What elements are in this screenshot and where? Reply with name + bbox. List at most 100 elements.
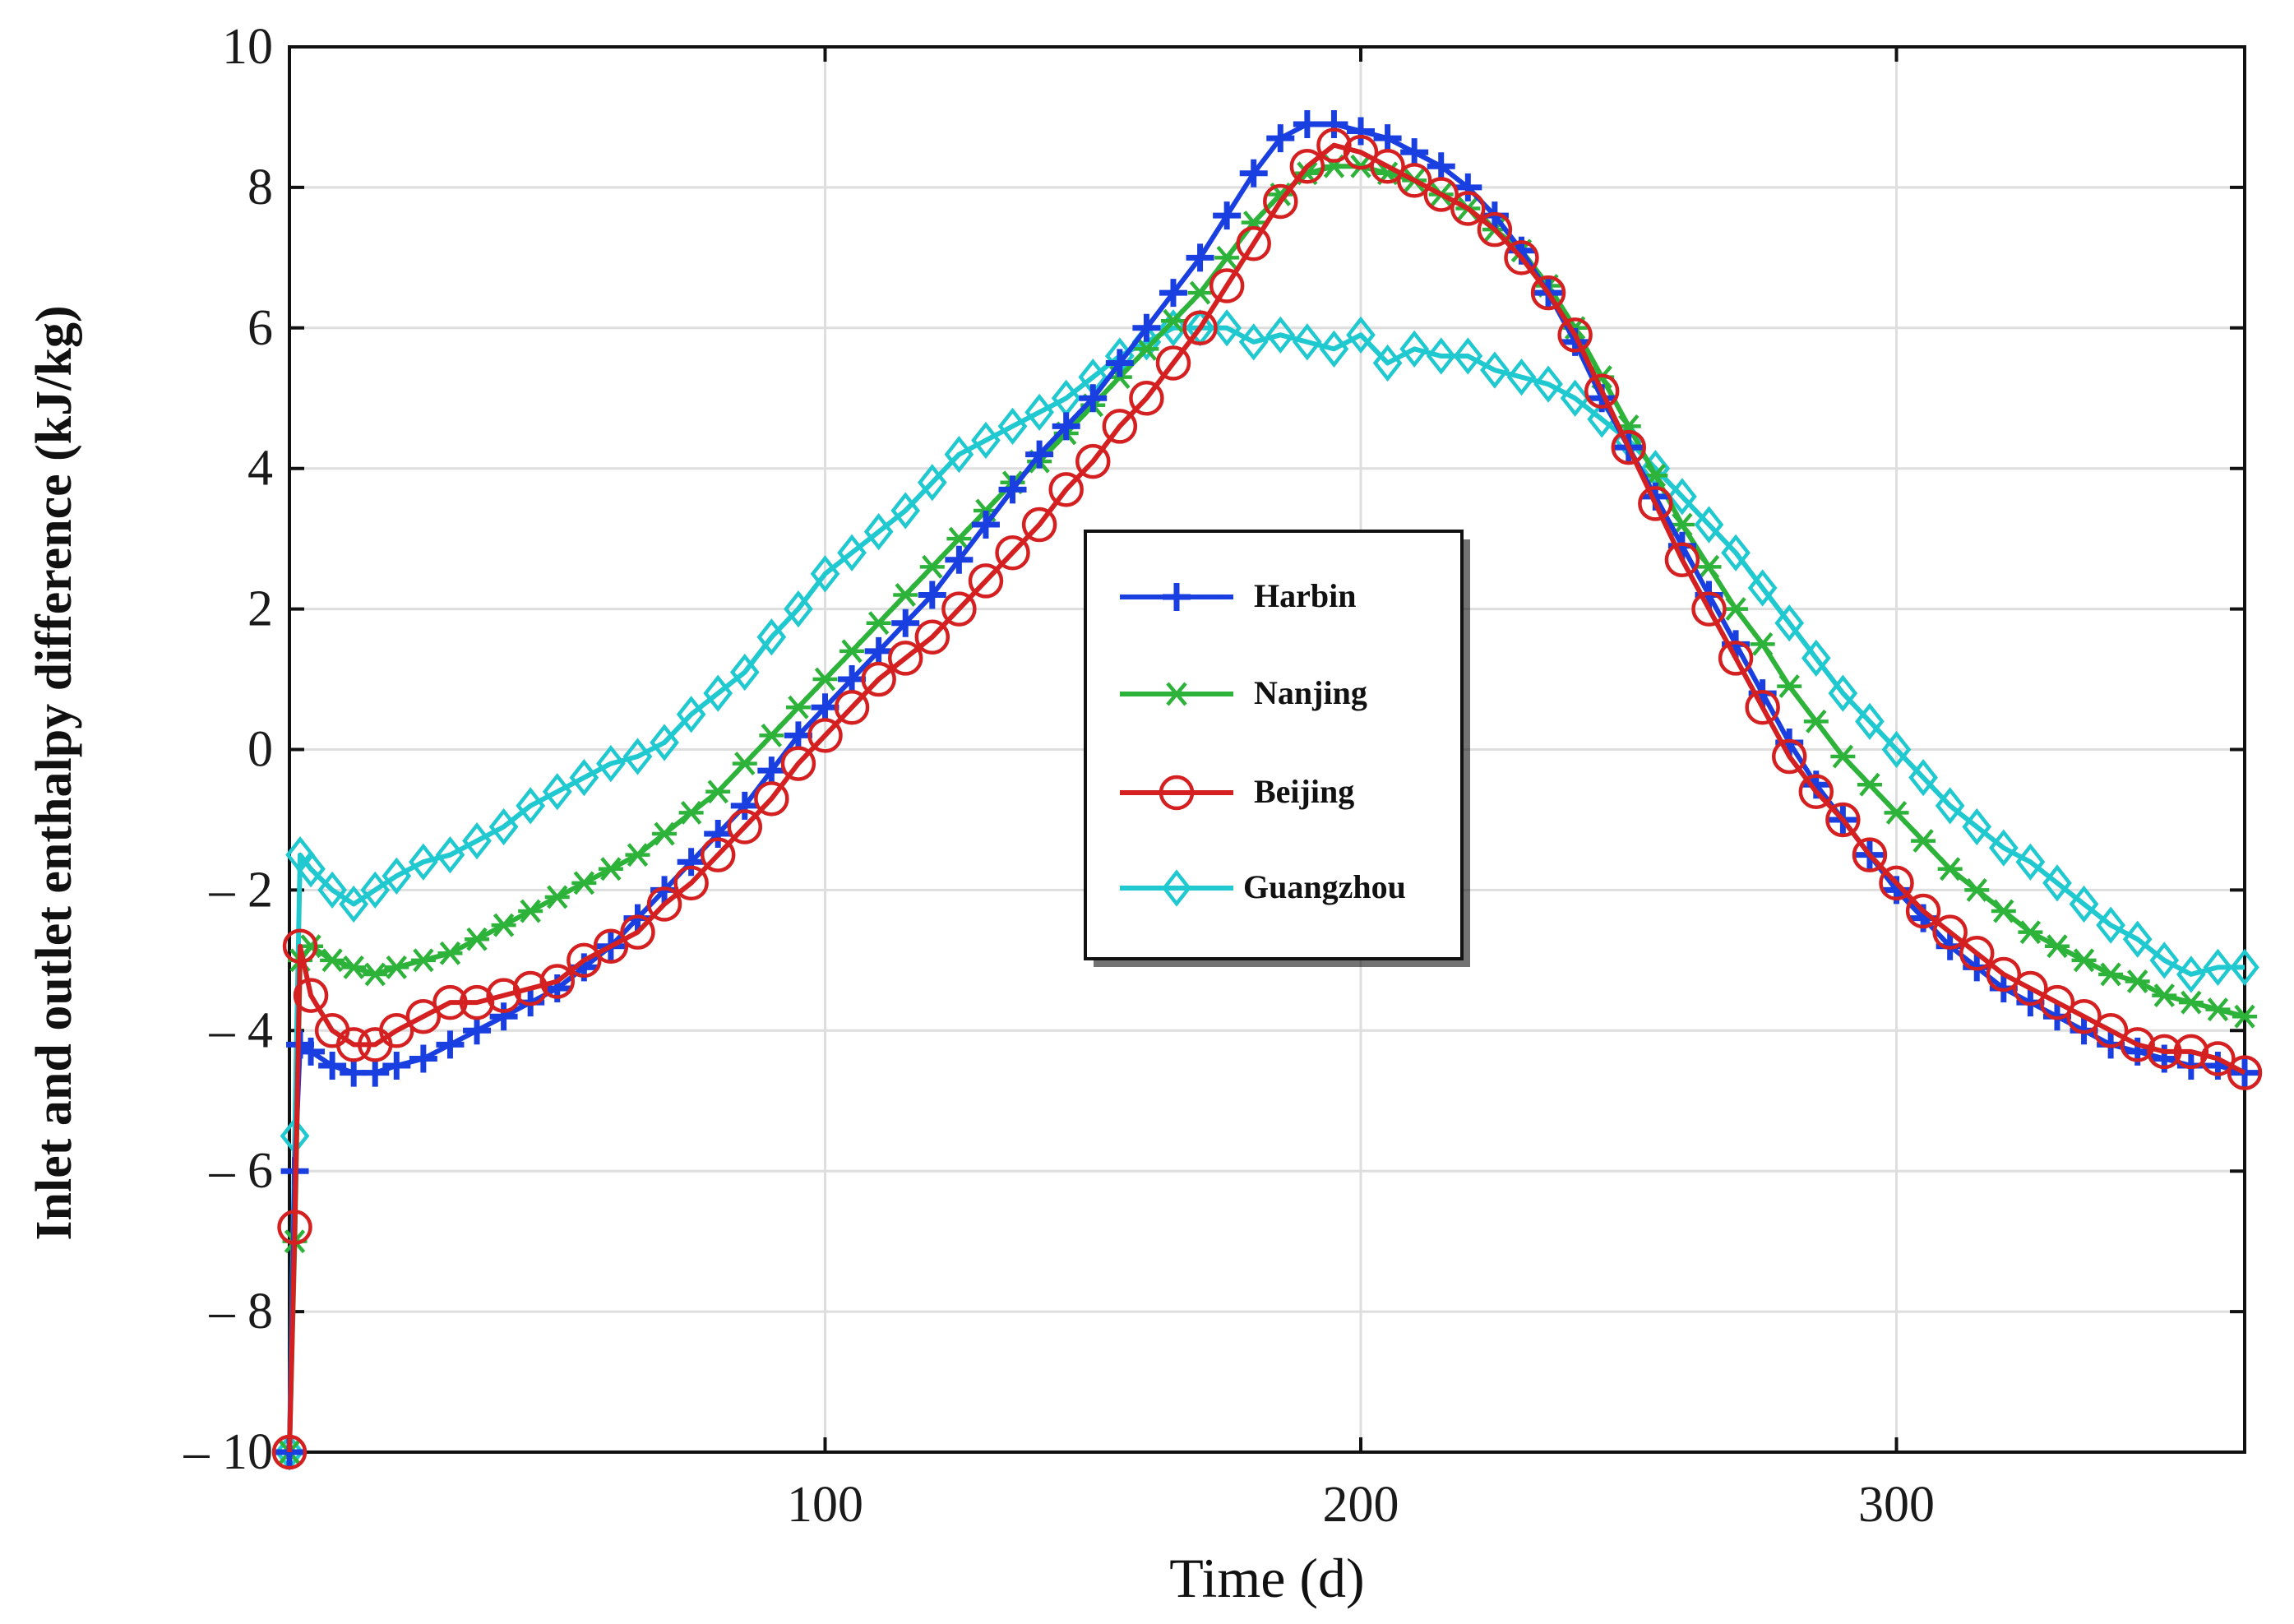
beijing-point	[646, 886, 682, 922]
beijing-point	[1370, 149, 1405, 184]
legend-label-beijing: Beijing	[1254, 773, 1354, 810]
y-tick-label: 10	[222, 19, 273, 75]
guangzhou-point	[703, 674, 733, 712]
guangzhou-point	[2149, 942, 2180, 979]
nanjing-point	[2018, 920, 2043, 945]
harbin-point	[971, 511, 1000, 539]
nanjing-point	[1937, 857, 1963, 881]
y-tick-label: – 8	[209, 1284, 274, 1339]
guangzhou-point	[944, 435, 974, 474]
beijing-point	[1450, 191, 1486, 226]
harbin-point	[489, 1002, 518, 1031]
guangzhou-point	[1908, 759, 1938, 797]
nanjing-point	[410, 948, 436, 973]
beijing-point	[2227, 1055, 2263, 1090]
guangzhou-point	[1238, 323, 1269, 361]
y-tick-label: 6	[247, 300, 273, 356]
nanjing-point	[2044, 934, 2070, 959]
guangzhou-point	[569, 759, 599, 797]
beijing-point	[1557, 317, 1593, 353]
harbin-point	[1347, 117, 1376, 146]
beijing-point	[700, 837, 736, 872]
series-group	[271, 109, 2263, 1471]
beijing-point	[1932, 914, 1968, 950]
guangzhou-point	[2230, 948, 2259, 987]
legend-label-harbin: Harbin	[1254, 577, 1356, 614]
guangzhou-point	[2203, 948, 2233, 987]
guangzhou-point	[1212, 309, 1242, 347]
guangzhou-point	[810, 555, 840, 593]
beijing-point	[1316, 127, 1352, 163]
beijing-point	[1745, 689, 1780, 725]
guangzhou-point	[317, 871, 347, 909]
nanjing-point	[1777, 674, 1802, 699]
guangzhou-point	[890, 492, 921, 530]
nanjing-point	[363, 962, 388, 987]
harbin-point	[864, 636, 893, 665]
x-tick-labels: 100 200 300	[787, 1477, 1935, 1533]
beijing-point	[1021, 507, 1057, 543]
series-beijing	[271, 127, 2263, 1470]
harbin-point	[1427, 152, 1455, 181]
guangzhou-point	[1774, 604, 1805, 642]
legend-marker-nanjing	[1164, 682, 1189, 706]
beijing-point	[1075, 443, 1111, 479]
guangzhou-point	[2042, 864, 2072, 902]
y-tick-labels: – 10 – 8 – 6 – 4 – 2 0 2 4 6 8 10	[183, 19, 274, 1480]
beijing-point	[512, 970, 548, 1006]
beijing-point	[1798, 774, 1834, 810]
guangzhou-point	[917, 464, 947, 502]
beijing-point	[1343, 134, 1379, 170]
y-tick-label: – 4	[209, 1002, 274, 1058]
guangzhou-point	[360, 871, 391, 909]
beijing-point	[1504, 240, 1539, 275]
guangzhou-point	[1962, 807, 1992, 846]
beijing-point	[1825, 802, 1861, 838]
beijing-point	[1691, 591, 1727, 627]
guangzhou-point	[2015, 843, 2046, 881]
harbin-point	[1239, 159, 1268, 187]
beijing-point	[995, 534, 1030, 571]
beijing-point	[1289, 149, 1325, 184]
nanjing-point	[2125, 969, 2150, 993]
nanjing-point	[1884, 800, 1909, 825]
nanjing-point	[2178, 990, 2204, 1015]
harbin-point	[1320, 109, 1348, 138]
beijing-point	[1129, 381, 1164, 416]
nanjing-point	[1911, 829, 1936, 854]
guangzhou-point	[2096, 906, 2125, 944]
beijing-point	[1182, 310, 1218, 346]
harbin-point	[918, 581, 946, 609]
beijing-point	[1263, 183, 1298, 220]
beijing-point	[593, 928, 629, 965]
beijing-point	[379, 1013, 414, 1048]
harbin-point	[318, 1052, 347, 1080]
nanjing-point	[598, 857, 623, 881]
guangzhou-point	[296, 850, 326, 888]
nanjing-point	[652, 821, 678, 846]
harbin-point	[757, 756, 786, 785]
beijing-point	[834, 689, 870, 725]
beijing-point	[405, 998, 442, 1034]
beijing-point	[1236, 226, 1271, 261]
guangzhou-point	[488, 807, 519, 846]
beijing-point	[673, 865, 709, 901]
guangzhou-point	[971, 421, 1001, 460]
x-tick-label: 300	[1858, 1477, 1935, 1533]
guangzhou-point	[1453, 337, 1483, 375]
harbin-point	[1025, 440, 1054, 469]
y-tick-label: 0	[247, 722, 273, 778]
guangzhou-point	[1988, 829, 2019, 867]
x-tick-label: 100	[787, 1477, 863, 1533]
guangzhou-point	[863, 512, 894, 551]
guangzhou-point	[622, 738, 653, 775]
series-guangzhou	[275, 309, 2259, 1471]
guangzhou-point	[1747, 569, 1778, 607]
x-tick-label: 200	[1323, 1477, 1399, 1533]
harbin-point	[1266, 124, 1295, 153]
beijing-point	[914, 619, 950, 655]
harbin-point	[1400, 138, 1429, 167]
guangzhou-point	[1399, 330, 1430, 368]
nanjing-point	[1187, 280, 1213, 305]
beijing-point	[1396, 163, 1432, 198]
